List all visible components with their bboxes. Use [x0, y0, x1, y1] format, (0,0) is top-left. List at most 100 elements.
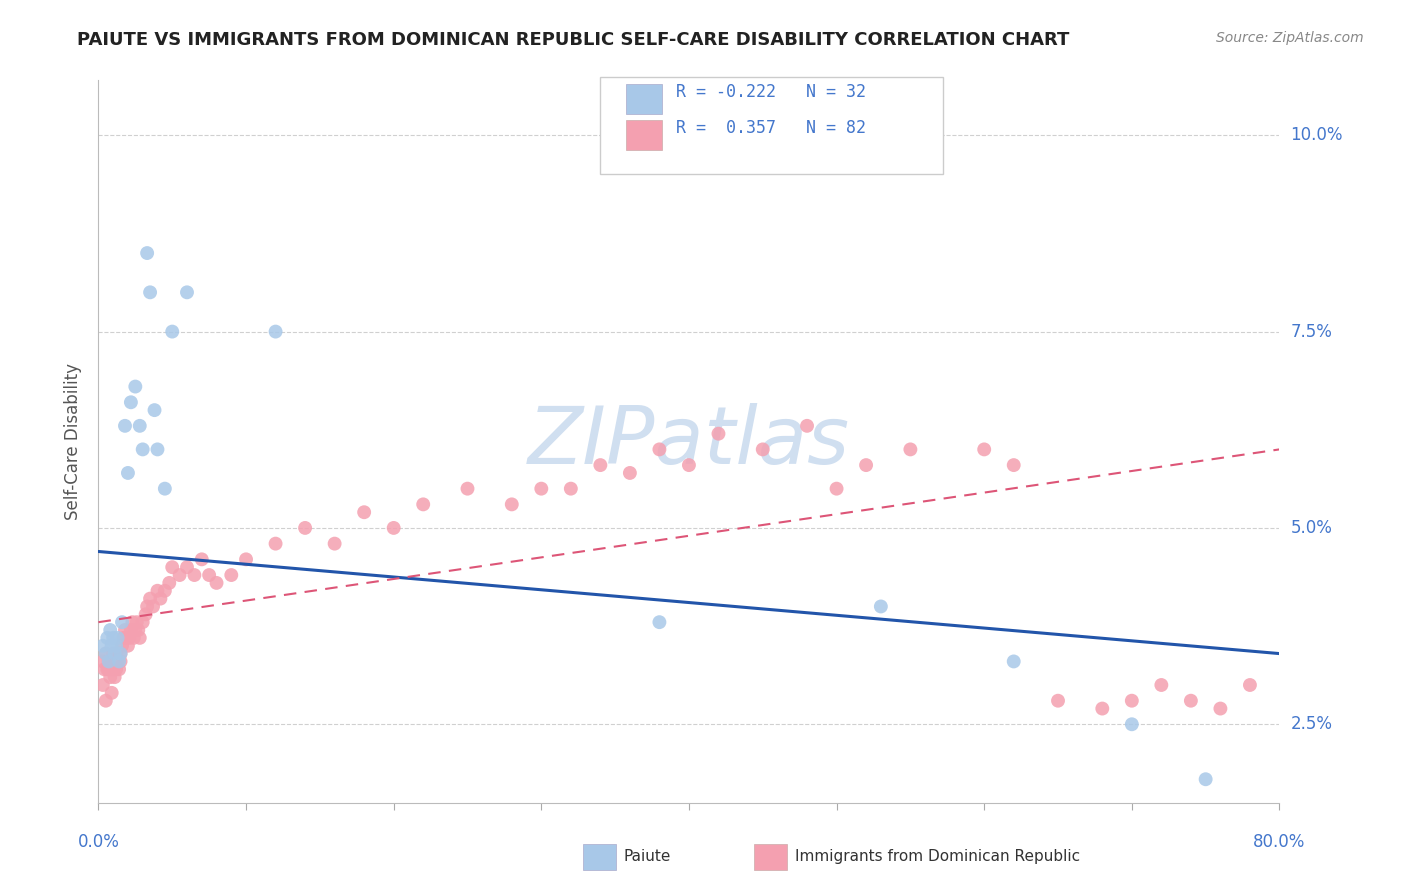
- Point: [98, 623, 121, 637]
- Point: [135, 607, 157, 622]
- Point: [110, 647, 132, 661]
- Text: 10.0%: 10.0%: [1291, 127, 1343, 145]
- Point: [117, 466, 139, 480]
- Point: [96, 631, 118, 645]
- Point: [264, 325, 287, 339]
- Point: [183, 568, 205, 582]
- Point: [115, 631, 138, 645]
- Point: [125, 615, 148, 630]
- Text: 7.5%: 7.5%: [1291, 323, 1333, 341]
- Point: [105, 639, 128, 653]
- Point: [114, 418, 136, 433]
- Point: [114, 623, 136, 637]
- Point: [97, 655, 120, 669]
- Bar: [626, 120, 662, 151]
- Point: [117, 639, 139, 653]
- Text: R =  0.357   N = 82: R = 0.357 N = 82: [676, 119, 866, 137]
- Point: [1121, 717, 1143, 731]
- Point: [94, 647, 117, 661]
- Point: [1002, 458, 1025, 472]
- Point: [176, 560, 198, 574]
- Point: [752, 442, 775, 457]
- Text: R = -0.222   N = 32: R = -0.222 N = 32: [676, 83, 866, 101]
- Text: Paiute: Paiute: [624, 849, 671, 864]
- Y-axis label: Self-Care Disability: Self-Care Disability: [65, 363, 83, 520]
- Point: [93, 662, 115, 676]
- Point: [205, 575, 228, 590]
- Point: [678, 458, 700, 472]
- Point: [132, 442, 155, 457]
- Point: [353, 505, 375, 519]
- Point: [118, 631, 141, 645]
- Point: [1002, 655, 1025, 669]
- Point: [96, 662, 118, 676]
- Point: [104, 655, 127, 669]
- Point: [169, 568, 191, 582]
- Point: [560, 482, 582, 496]
- Point: [855, 458, 877, 472]
- Point: [870, 599, 893, 614]
- Point: [120, 395, 142, 409]
- Point: [136, 246, 159, 260]
- Point: [124, 623, 146, 637]
- Point: [162, 560, 183, 574]
- FancyBboxPatch shape: [600, 77, 943, 174]
- Point: [323, 536, 346, 550]
- Point: [91, 678, 114, 692]
- Text: 5.0%: 5.0%: [1291, 519, 1333, 537]
- Point: [191, 552, 214, 566]
- Point: [198, 568, 221, 582]
- Point: [146, 583, 169, 598]
- Point: [91, 639, 114, 653]
- Point: [264, 536, 287, 550]
- Point: [973, 442, 995, 457]
- Point: [825, 482, 848, 496]
- Point: [162, 325, 183, 339]
- Point: [294, 521, 316, 535]
- Point: [98, 670, 121, 684]
- Point: [121, 615, 143, 630]
- Point: [648, 442, 671, 457]
- Point: [110, 647, 132, 661]
- Point: [1150, 678, 1173, 692]
- Point: [100, 686, 122, 700]
- Point: [107, 631, 129, 645]
- Text: Immigrants from Dominican Republic: Immigrants from Dominican Republic: [796, 849, 1080, 864]
- Point: [107, 655, 129, 669]
- Point: [589, 458, 612, 472]
- Point: [104, 647, 127, 661]
- Point: [501, 497, 523, 511]
- Point: [97, 655, 120, 669]
- Point: [120, 623, 142, 637]
- Point: [457, 482, 479, 496]
- Point: [1209, 701, 1232, 715]
- Point: [139, 285, 162, 300]
- Point: [221, 568, 243, 582]
- Point: [1180, 694, 1202, 708]
- Point: [153, 583, 176, 598]
- Point: [103, 662, 125, 676]
- Point: [146, 442, 169, 457]
- Point: [382, 521, 405, 535]
- Point: [103, 647, 125, 661]
- Point: [1239, 678, 1261, 692]
- Point: [796, 418, 818, 433]
- Point: [139, 591, 162, 606]
- Text: 0.0%: 0.0%: [77, 833, 120, 851]
- Point: [100, 655, 122, 669]
- Point: [91, 655, 114, 669]
- Point: [103, 631, 125, 645]
- Point: [127, 623, 149, 637]
- Point: [97, 662, 120, 676]
- Point: [111, 615, 134, 630]
- Point: [619, 466, 641, 480]
- Point: [143, 403, 166, 417]
- Text: PAIUTE VS IMMIGRANTS FROM DOMINICAN REPUBLIC SELF-CARE DISABILITY CORRELATION CH: PAIUTE VS IMMIGRANTS FROM DOMINICAN REPU…: [77, 31, 1070, 49]
- Text: 2.5%: 2.5%: [1291, 715, 1333, 733]
- Point: [104, 670, 127, 684]
- Bar: [626, 84, 662, 114]
- Point: [105, 662, 128, 676]
- Point: [110, 655, 132, 669]
- Text: 80.0%: 80.0%: [1253, 833, 1306, 851]
- Point: [108, 662, 131, 676]
